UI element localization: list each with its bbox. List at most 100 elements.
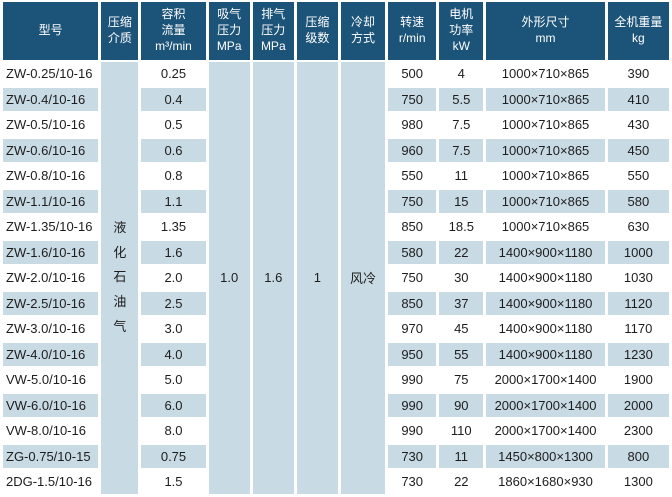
cell-weight: 1900 <box>607 368 669 392</box>
table-row: ZW-4.0/10-16 4.0 950 55 1400×900×1180 1230 <box>3 342 669 366</box>
cell-discharge-pressure-merged: 1.6 <box>252 62 294 494</box>
cell-weight: 2300 <box>607 419 669 443</box>
cell-weight: 410 <box>607 87 669 111</box>
cell-flow: 3.0 <box>141 317 206 341</box>
cell-motor-power: 4 <box>439 62 484 86</box>
cell-weight: 430 <box>607 113 669 137</box>
cell-motor-power: 22 <box>439 470 484 494</box>
col-header-model: 型号 <box>3 2 99 60</box>
cell-speed: 500 <box>388 62 437 86</box>
cell-weight: 1030 <box>607 266 669 290</box>
table-row: ZW-0.5/10-16 0.5 980 7.5 1000×710×865 430 <box>3 113 669 137</box>
cell-speed: 980 <box>388 113 437 137</box>
cell-motor-power: 11 <box>439 164 484 188</box>
cell-flow: 0.5 <box>141 113 206 137</box>
cell-dimensions: 1000×710×865 <box>486 215 605 239</box>
cell-motor-power: 22 <box>439 240 484 264</box>
cell-model: ZW-0.5/10-16 <box>3 113 99 137</box>
cell-model: ZW-1.6/10-16 <box>3 240 99 264</box>
header-row: 型号 压缩 介质 容积 流量 m³/min 吸气 压力 MPa 排气 压力 MP… <box>3 2 669 60</box>
table-row: ZW-3.0/10-16 3.0 970 45 1400×900×1180 1170 <box>3 317 669 341</box>
table-row: VW-5.0/10-16 5.0 990 75 2000×1700×1400 1900 <box>3 368 669 392</box>
cell-dimensions: 1400×900×1180 <box>486 342 605 366</box>
cell-weight: 630 <box>607 215 669 239</box>
cell-dimensions: 1000×710×865 <box>486 189 605 213</box>
cell-speed: 990 <box>388 368 437 392</box>
cell-motor-power: 75 <box>439 368 484 392</box>
cell-flow: 0.8 <box>141 164 206 188</box>
cell-speed: 750 <box>388 266 437 290</box>
cell-flow: 8.0 <box>141 419 206 443</box>
cell-speed: 580 <box>388 240 437 264</box>
cell-flow: 0.25 <box>141 62 206 86</box>
cell-model: ZW-0.8/10-16 <box>3 164 99 188</box>
cell-model: VW-8.0/10-16 <box>3 419 99 443</box>
cell-model: ZW-0.25/10-16 <box>3 62 99 86</box>
cell-weight: 1120 <box>607 291 669 315</box>
col-header-flow: 容积 流量 m³/min <box>141 2 206 60</box>
cell-weight: 1000 <box>607 240 669 264</box>
cell-flow: 1.5 <box>141 470 206 494</box>
table-row: VW-8.0/10-16 8.0 990 110 2000×1700×1400 2300 <box>3 419 669 443</box>
cell-weight: 1300 <box>607 470 669 494</box>
cell-motor-power: 5.5 <box>439 87 484 111</box>
cell-model: ZW-2.0/10-16 <box>3 266 99 290</box>
cell-speed: 850 <box>388 291 437 315</box>
cell-model: ZW-0.4/10-16 <box>3 87 99 111</box>
cell-weight: 450 <box>607 138 669 162</box>
table-row: ZW-2.0/10-16 2.0 750 30 1400×900×1180 1030 <box>3 266 669 290</box>
cell-dimensions: 2000×1700×1400 <box>486 419 605 443</box>
cell-flow: 2.5 <box>141 291 206 315</box>
cell-flow: 5.0 <box>141 368 206 392</box>
cell-motor-power: 37 <box>439 291 484 315</box>
cell-motor-power: 18.5 <box>439 215 484 239</box>
col-header-weight: 全机重量 kg <box>607 2 669 60</box>
cell-medium-merged: 液 化 石 油 气 <box>101 62 139 494</box>
cell-flow: 0.6 <box>141 138 206 162</box>
cell-flow: 6.0 <box>141 393 206 417</box>
col-header-suction-pressure: 吸气 压力 MPa <box>208 2 250 60</box>
cell-flow: 1.1 <box>141 189 206 213</box>
cell-weight: 1230 <box>607 342 669 366</box>
table-row: ZW-1.6/10-16 1.6 580 22 1400×900×1180 1000 <box>3 240 669 264</box>
col-header-cooling: 冷却 方式 <box>340 2 386 60</box>
table-row: ZW-0.4/10-16 0.4 750 5.5 1000×710×865 410 <box>3 87 669 111</box>
cell-flow: 2.0 <box>141 266 206 290</box>
cell-motor-power: 7.5 <box>439 138 484 162</box>
cell-dimensions: 2000×1700×1400 <box>486 393 605 417</box>
cell-motor-power: 15 <box>439 189 484 213</box>
cell-flow: 0.75 <box>141 444 206 468</box>
cell-speed: 550 <box>388 164 437 188</box>
cell-model: VW-6.0/10-16 <box>3 393 99 417</box>
cell-stages-merged: 1 <box>296 62 338 494</box>
cell-cooling-merged: 风冷 <box>340 62 386 494</box>
cell-weight: 800 <box>607 444 669 468</box>
col-header-discharge-pressure: 排气 压力 MPa <box>252 2 294 60</box>
table-row: VW-6.0/10-16 6.0 990 90 2000×1700×1400 2000 <box>3 393 669 417</box>
cell-speed: 730 <box>388 470 437 494</box>
cell-dimensions: 1000×710×865 <box>486 164 605 188</box>
cell-speed: 750 <box>388 189 437 213</box>
table-row: ZW-0.25/10-16 液 化 石 油 气 0.25 1.0 1.6 1 风冷 500 4 1… <box>3 62 669 494</box>
cell-suction-pressure-merged: 1.0 <box>208 62 250 494</box>
col-header-medium: 压缩 介质 <box>101 2 139 60</box>
cell-speed: 990 <box>388 393 437 417</box>
cell-dimensions: 1000×710×865 <box>486 87 605 111</box>
cell-dimensions: 2000×1700×1400 <box>486 368 605 392</box>
cell-flow: 1.35 <box>141 215 206 239</box>
col-header-stages: 压缩 级数 <box>296 2 338 60</box>
cell-dimensions: 1000×710×865 <box>486 138 605 162</box>
cell-model: ZW-3.0/10-16 <box>3 317 99 341</box>
table-row: 2DG-1.5/10-16 1.5 730 22 1860×1680×930 1300 <box>3 470 669 494</box>
table-row: ZW-2.5/10-16 2.5 850 37 1400×900×1180 1120 <box>3 291 669 315</box>
col-header-speed: 转速 r/min <box>388 2 437 60</box>
cell-speed: 950 <box>388 342 437 366</box>
cell-speed: 850 <box>388 215 437 239</box>
cell-dimensions: 1000×710×865 <box>486 113 605 137</box>
cell-flow: 4.0 <box>141 342 206 366</box>
cell-dimensions: 1400×900×1180 <box>486 266 605 290</box>
cell-model: ZW-1.1/10-16 <box>3 189 99 213</box>
cell-model: ZG-0.75/10-15 <box>3 444 99 468</box>
